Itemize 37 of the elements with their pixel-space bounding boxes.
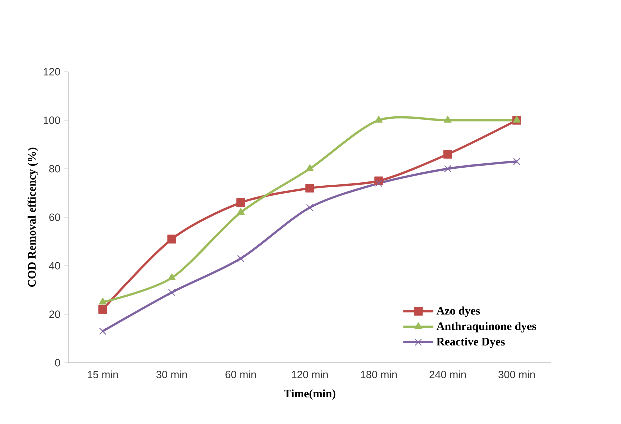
point	[237, 255, 245, 262]
x-axis-title: Time(min)	[284, 390, 336, 400]
point	[99, 328, 107, 336]
point	[513, 158, 521, 166]
x-tick-label: 180 min	[361, 370, 397, 378]
point	[236, 198, 246, 208]
point	[444, 150, 452, 159]
point	[306, 164, 314, 172]
x-tick-label: 240 min	[430, 370, 466, 378]
legend-label: Anthraquinone dyes	[436, 322, 536, 333]
x-tick-label: 30 min	[156, 370, 188, 378]
y-tick-label: 80	[50, 165, 60, 173]
point	[306, 184, 314, 193]
x-tick-label: 120 min	[292, 370, 328, 378]
point	[98, 305, 108, 314]
y-tick-label: 60	[50, 214, 60, 222]
y-tick-label: 120	[44, 68, 60, 76]
point	[444, 165, 452, 173]
x-tick-label: 60 min	[226, 370, 256, 378]
x-tick-label: 15 min	[88, 370, 118, 378]
y-tick-label: 40	[49, 262, 60, 270]
point	[306, 204, 314, 212]
x-tick-label: 300 min	[498, 370, 535, 378]
y-tick-label: 20	[50, 310, 60, 318]
point	[375, 116, 383, 123]
point	[375, 180, 383, 188]
point	[99, 298, 107, 305]
point	[168, 289, 176, 296]
y-tick-label: 100	[44, 116, 60, 124]
point	[237, 208, 245, 216]
legend-label: Reactive Dyes	[436, 338, 506, 348]
point	[168, 234, 176, 244]
legend-label: Azo dyes	[436, 306, 480, 318]
point	[444, 116, 452, 123]
y-axis-title: COD Removal efficency (%)	[28, 148, 38, 288]
y-tick-label: 0	[55, 359, 60, 367]
point	[168, 274, 176, 281]
